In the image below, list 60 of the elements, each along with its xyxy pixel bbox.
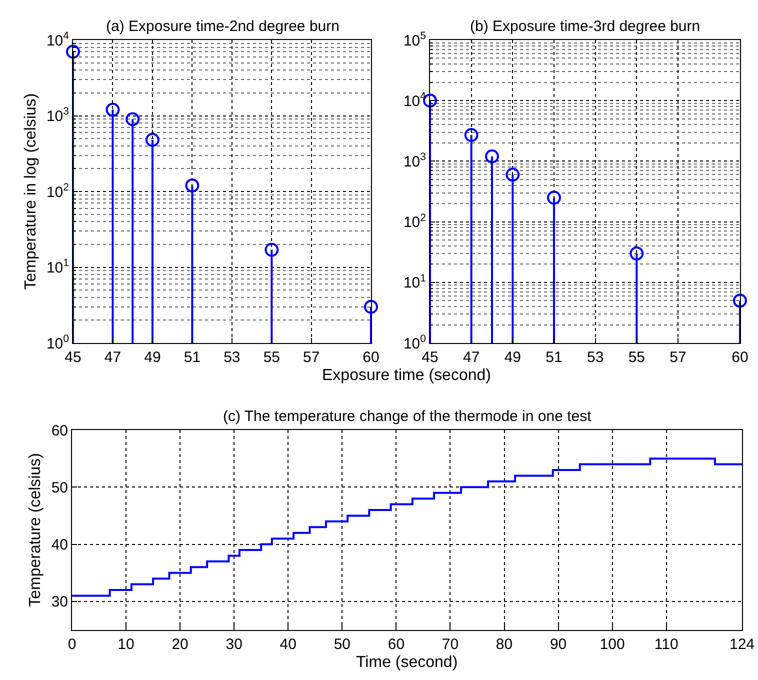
x-tick-label: 57: [303, 349, 320, 366]
point: [733, 294, 747, 308]
x-tick-label: 49: [144, 349, 161, 366]
point: [66, 44, 80, 59]
x-tick-label: 51: [184, 349, 201, 366]
x-tick-label: 90: [550, 636, 567, 653]
x-tick-label: 60: [362, 349, 380, 366]
x-tick-label: 100: [600, 636, 625, 653]
y-tick-label: 10$^{4}$: [46, 30, 70, 50]
point: [106, 102, 120, 117]
x-tick-label: 20: [172, 636, 188, 653]
chart-title: (b) Exposure time-3rd degree burn: [470, 18, 700, 35]
x-tick-label: 47: [104, 349, 122, 366]
y-tick-label: 50: [51, 479, 68, 496]
x-tick-label: 40: [280, 636, 296, 653]
x-axis-title: Time (second): [356, 654, 458, 671]
y-tick-label: 10$^{2}$: [46, 181, 70, 201]
point: [464, 128, 478, 142]
x-tick-label: 110: [654, 636, 678, 653]
y-tick-label: 10$^{3}$: [403, 151, 426, 170]
y-tick-label: 10$^{3}$: [46, 106, 70, 125]
point: [145, 132, 160, 147]
point: [630, 246, 644, 260]
point: [547, 190, 561, 205]
y-tick-label: 10$^{5}$: [403, 30, 426, 50]
x-tick-label: 0: [68, 636, 76, 653]
x-tick-label: 55: [628, 349, 646, 366]
x-tick-label: 50: [334, 636, 351, 653]
x-tick-label: 60: [732, 349, 748, 366]
x-tick-label: 55: [263, 349, 280, 366]
y-tick-label: 10$^{4}$: [403, 90, 426, 110]
x-tick-label: 49: [504, 349, 522, 366]
chart-title: (a) Exposure time-2nd degree burn: [106, 18, 340, 35]
y-tick-label: 10$^{1}$: [403, 272, 426, 292]
x-axis-title: Exposure time (second): [322, 367, 491, 384]
x-tick-label: 51: [546, 349, 562, 366]
x-tick-label: 47: [462, 349, 480, 366]
y-tick-label: 10$^{2}$: [403, 212, 426, 232]
point: [185, 178, 200, 192]
chart-title: (c) The temperature change of the thermode in one test: [223, 408, 592, 425]
y-tick-label: 10$^{1}$: [46, 257, 70, 276]
x-tick-label: 53: [586, 349, 604, 366]
point: [264, 242, 279, 257]
point: [126, 112, 140, 126]
x-tick-label: 70: [442, 636, 459, 653]
y-tick-label: 60: [51, 422, 68, 440]
point: [485, 149, 499, 164]
x-tick-label: 53: [224, 349, 240, 366]
y-axis-title: Temperature (celsius): [27, 453, 44, 607]
point: [364, 300, 378, 314]
x-tick-label: 60: [388, 636, 405, 653]
x-tick-label: 30: [226, 636, 242, 653]
x-tick-label: 80: [496, 636, 513, 653]
y-tick-label: 40: [51, 536, 68, 554]
y-tick-label: 30: [51, 594, 68, 611]
x-tick-label: 57: [670, 349, 686, 366]
y-axis-title: Temperature in log (celsius): [22, 93, 40, 290]
x-tick-label: 124: [729, 636, 755, 653]
x-tick-label: 10: [118, 636, 134, 653]
point: [506, 168, 520, 182]
